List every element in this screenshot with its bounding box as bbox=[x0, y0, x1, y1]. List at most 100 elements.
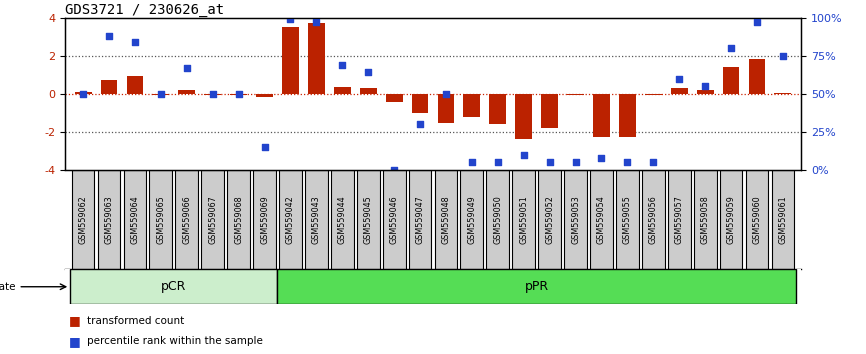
Bar bbox=[461, 170, 483, 269]
Point bbox=[232, 91, 246, 97]
Point bbox=[620, 159, 634, 165]
Bar bbox=[748, 59, 766, 94]
Text: ■: ■ bbox=[69, 335, 81, 348]
Point bbox=[309, 19, 323, 25]
Text: pPR: pPR bbox=[525, 280, 549, 293]
Bar bbox=[308, 23, 325, 94]
Bar bbox=[150, 170, 172, 269]
Bar bbox=[409, 170, 431, 269]
Bar bbox=[671, 88, 688, 94]
Text: GSM559044: GSM559044 bbox=[338, 195, 346, 244]
Bar bbox=[357, 170, 379, 269]
Bar bbox=[515, 94, 532, 138]
Point bbox=[724, 45, 738, 51]
Bar bbox=[253, 170, 276, 269]
Bar bbox=[204, 94, 221, 95]
Bar bbox=[668, 170, 691, 269]
Bar bbox=[305, 170, 327, 269]
Bar bbox=[746, 170, 768, 269]
Text: GSM559054: GSM559054 bbox=[597, 195, 606, 244]
Bar bbox=[331, 170, 353, 269]
Point bbox=[465, 159, 479, 165]
Point bbox=[206, 91, 220, 97]
Text: GSM559061: GSM559061 bbox=[779, 195, 787, 244]
Text: GSM559048: GSM559048 bbox=[442, 195, 450, 244]
Bar bbox=[279, 170, 302, 269]
Point bbox=[439, 91, 453, 97]
Text: GSM559051: GSM559051 bbox=[520, 195, 528, 244]
Text: ■: ■ bbox=[69, 314, 81, 327]
Text: GSM559045: GSM559045 bbox=[364, 195, 372, 244]
Point bbox=[361, 70, 375, 75]
Bar bbox=[277, 269, 796, 304]
Bar bbox=[282, 27, 299, 94]
Point bbox=[76, 91, 90, 97]
Text: GSM559065: GSM559065 bbox=[157, 195, 165, 244]
Bar bbox=[178, 90, 195, 94]
Text: GSM559059: GSM559059 bbox=[727, 195, 735, 244]
Text: GSM559068: GSM559068 bbox=[234, 195, 243, 244]
Bar bbox=[541, 94, 558, 128]
Text: GSM559066: GSM559066 bbox=[182, 195, 191, 244]
Point bbox=[102, 33, 116, 39]
Bar bbox=[567, 94, 584, 95]
Point bbox=[672, 76, 686, 81]
Point bbox=[154, 91, 168, 97]
Bar bbox=[774, 93, 792, 94]
Point bbox=[257, 144, 271, 150]
Bar bbox=[722, 67, 740, 94]
Text: GSM559053: GSM559053 bbox=[571, 195, 580, 244]
Bar bbox=[359, 88, 377, 94]
Text: GSM559069: GSM559069 bbox=[260, 195, 269, 244]
Point bbox=[750, 19, 764, 25]
Text: GSM559055: GSM559055 bbox=[623, 195, 632, 244]
Point bbox=[646, 159, 660, 165]
Text: GSM559063: GSM559063 bbox=[105, 195, 113, 244]
Bar bbox=[513, 170, 535, 269]
Bar bbox=[126, 76, 144, 94]
Bar bbox=[435, 170, 457, 269]
Bar bbox=[487, 170, 509, 269]
Bar bbox=[227, 170, 250, 269]
Bar bbox=[539, 170, 561, 269]
Text: GSM559046: GSM559046 bbox=[390, 195, 398, 244]
Bar bbox=[411, 94, 429, 113]
Bar bbox=[124, 170, 146, 269]
Point bbox=[698, 84, 712, 89]
Text: pCR: pCR bbox=[161, 280, 186, 293]
Text: GSM559050: GSM559050 bbox=[494, 195, 502, 244]
Bar bbox=[616, 170, 639, 269]
Text: disease state: disease state bbox=[0, 282, 16, 292]
Point bbox=[335, 62, 349, 68]
Bar bbox=[463, 94, 481, 117]
Point bbox=[517, 152, 531, 158]
Bar bbox=[175, 170, 198, 269]
Text: GDS3721 / 230626_at: GDS3721 / 230626_at bbox=[65, 3, 224, 17]
Point bbox=[387, 167, 401, 173]
Bar bbox=[201, 170, 224, 269]
Bar bbox=[98, 170, 120, 269]
Bar bbox=[697, 90, 714, 94]
Text: GSM559052: GSM559052 bbox=[545, 195, 554, 244]
Text: GSM559047: GSM559047 bbox=[416, 195, 424, 244]
Text: GSM559060: GSM559060 bbox=[753, 195, 761, 244]
Bar bbox=[772, 170, 794, 269]
Bar bbox=[590, 170, 613, 269]
Bar bbox=[70, 269, 277, 304]
Bar bbox=[593, 94, 610, 137]
Bar bbox=[256, 94, 273, 97]
Point bbox=[543, 159, 557, 165]
Bar bbox=[152, 94, 169, 95]
Bar bbox=[100, 80, 118, 94]
Point bbox=[776, 53, 790, 58]
Text: transformed count: transformed count bbox=[87, 315, 184, 326]
Text: GSM559042: GSM559042 bbox=[286, 195, 295, 244]
Text: GSM559067: GSM559067 bbox=[208, 195, 217, 244]
Point bbox=[413, 121, 427, 127]
Text: percentile rank within the sample: percentile rank within the sample bbox=[87, 336, 262, 346]
Bar bbox=[230, 94, 247, 95]
Bar bbox=[720, 170, 742, 269]
Text: GSM559057: GSM559057 bbox=[675, 195, 684, 244]
Point bbox=[128, 39, 142, 45]
Bar bbox=[642, 170, 665, 269]
